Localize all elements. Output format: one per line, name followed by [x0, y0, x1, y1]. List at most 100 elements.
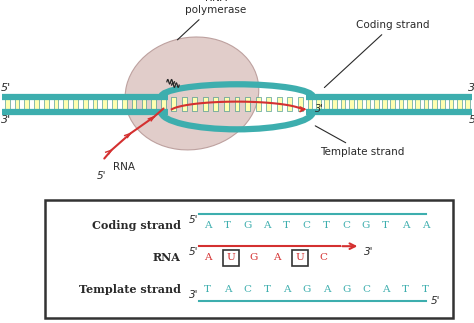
Text: A: A	[204, 221, 211, 230]
Bar	[465, 97, 470, 111]
Text: 3': 3'	[1, 115, 11, 125]
Text: Coding strand: Coding strand	[92, 220, 181, 231]
Bar	[192, 97, 197, 111]
Text: C: C	[319, 253, 327, 262]
Text: A: A	[323, 285, 330, 294]
Bar	[24, 97, 29, 111]
Text: 5': 5'	[189, 215, 199, 225]
Bar	[457, 97, 462, 111]
Text: 3': 3'	[365, 247, 374, 257]
FancyBboxPatch shape	[292, 249, 308, 266]
Text: A: A	[283, 285, 291, 294]
Bar	[15, 97, 19, 111]
Text: C: C	[342, 221, 350, 230]
Bar	[54, 97, 58, 111]
Text: 3': 3'	[315, 104, 324, 114]
Text: T: T	[382, 221, 389, 230]
Bar	[374, 97, 379, 111]
Bar	[34, 97, 39, 111]
Text: A: A	[402, 221, 410, 230]
Bar	[448, 97, 453, 111]
Text: A: A	[224, 285, 231, 294]
Text: DNA: DNA	[473, 99, 474, 109]
Text: U: U	[296, 253, 304, 262]
Bar	[132, 97, 137, 111]
Bar	[182, 97, 186, 111]
Bar	[151, 97, 156, 111]
Bar	[298, 97, 303, 111]
Bar	[391, 97, 395, 111]
Bar	[316, 97, 320, 111]
Text: Coding strand: Coding strand	[324, 20, 429, 88]
Text: G: G	[302, 285, 311, 294]
Bar	[224, 97, 229, 111]
Text: U: U	[226, 253, 235, 262]
Text: T: T	[224, 221, 231, 230]
Bar	[83, 97, 88, 111]
Text: C: C	[302, 221, 310, 230]
Text: A: A	[263, 221, 271, 230]
Bar	[332, 97, 337, 111]
Bar	[415, 97, 420, 111]
Text: G: G	[342, 285, 350, 294]
FancyBboxPatch shape	[45, 200, 453, 318]
Text: 3': 3'	[189, 290, 199, 300]
Text: T: T	[264, 285, 271, 294]
Text: A: A	[382, 285, 390, 294]
Bar	[93, 97, 98, 111]
Text: T: T	[323, 221, 330, 230]
FancyBboxPatch shape	[223, 249, 238, 266]
Text: G: G	[250, 253, 258, 262]
Text: RNA: RNA	[113, 162, 135, 172]
Text: C: C	[243, 285, 251, 294]
Bar	[407, 97, 412, 111]
Bar	[44, 97, 49, 111]
Bar	[349, 97, 354, 111]
Bar	[324, 97, 329, 111]
Bar	[73, 97, 78, 111]
Text: G: G	[243, 221, 251, 230]
Text: RNA
polymerase: RNA polymerase	[177, 0, 246, 40]
Text: T: T	[422, 285, 429, 294]
Text: A: A	[273, 253, 281, 262]
Bar	[161, 97, 166, 111]
Bar	[399, 97, 403, 111]
Text: T: T	[283, 221, 290, 230]
Bar	[203, 97, 208, 111]
Bar	[266, 97, 271, 111]
Text: 3': 3'	[468, 83, 474, 93]
Bar	[112, 97, 117, 111]
Text: A: A	[204, 253, 211, 262]
Text: 5': 5'	[1, 83, 11, 93]
Text: 5': 5'	[468, 115, 474, 125]
Bar	[235, 97, 239, 111]
Text: 5': 5'	[430, 296, 440, 306]
Text: T: T	[204, 285, 211, 294]
Text: C: C	[362, 285, 370, 294]
Text: RNA: RNA	[153, 252, 181, 263]
Text: T: T	[402, 285, 409, 294]
Ellipse shape	[125, 37, 259, 150]
Bar	[5, 97, 9, 111]
Bar	[122, 97, 127, 111]
Bar	[424, 97, 428, 111]
Bar	[277, 97, 282, 111]
Bar	[440, 97, 445, 111]
Text: Template strand: Template strand	[315, 126, 404, 157]
Bar	[245, 97, 250, 111]
Bar	[288, 97, 292, 111]
Bar	[64, 97, 68, 111]
Bar	[341, 97, 346, 111]
Text: 5': 5'	[189, 247, 199, 257]
Bar	[357, 97, 362, 111]
Bar	[142, 97, 146, 111]
Bar	[365, 97, 370, 111]
Text: G: G	[362, 221, 370, 230]
Bar	[256, 97, 261, 111]
Bar	[213, 97, 218, 111]
Text: 5': 5'	[97, 171, 107, 181]
Bar	[432, 97, 437, 111]
Bar	[102, 97, 107, 111]
Text: A: A	[421, 221, 429, 230]
Bar	[382, 97, 387, 111]
